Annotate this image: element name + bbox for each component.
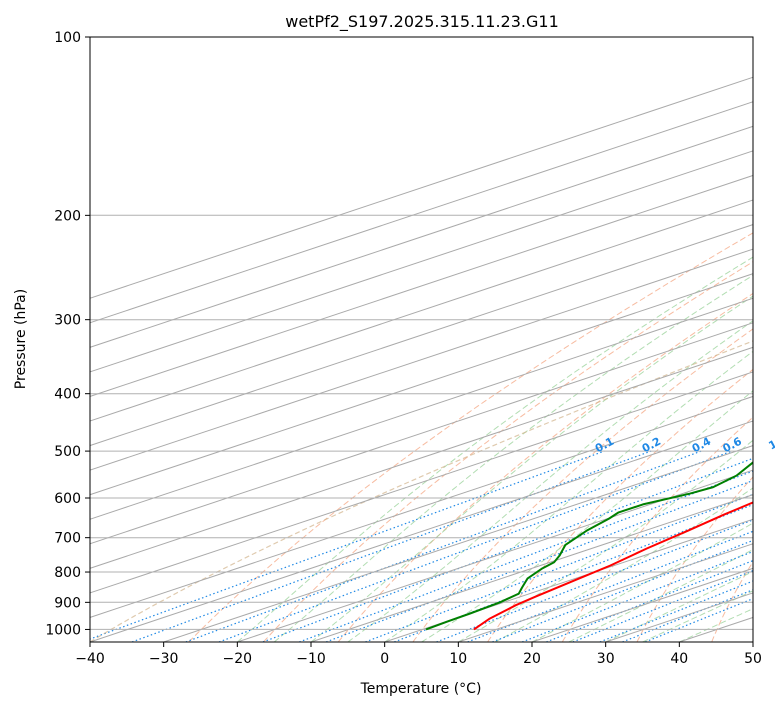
isotherm-line [310,494,753,642]
y-tick-label: 500 [54,444,81,460]
y-tick-label: 300 [54,313,81,329]
isotherm-line [90,371,753,594]
moist-adiabat [421,390,753,642]
lcl-curve [90,340,753,642]
dry-adiabat [337,292,753,642]
x-tick-label: −20 [223,651,253,667]
y-tick-label: 600 [54,491,81,507]
moist-adiabat [236,256,753,642]
mixing-ratio-line [521,550,753,642]
mixing-ratio-label: 1 [766,437,775,452]
isotherm-line [90,199,753,422]
mixing-ratio-line [262,457,753,642]
isotherm-line [237,469,753,642]
isotherm-line [163,445,753,642]
x-tick-label: 20 [523,651,541,667]
x-tick-label: −10 [296,651,326,667]
isotherm-line [90,420,753,642]
moist-adiabat [494,487,753,642]
dry-adiabat [487,368,753,642]
x-tick-label: −40 [75,651,105,667]
mixing-ratio-line [90,450,605,640]
isotherm-line [90,297,753,520]
isotherm-line [90,150,753,373]
y-tick-label: 800 [54,565,81,581]
chart-title: wetPf2_S197.2025.315.11.23.G11 [285,12,559,32]
moist-adiabat [568,549,753,642]
isotherm-line [90,224,753,447]
plot-frame [89,36,754,643]
dry-adiabat [263,261,753,642]
moist-adiabat [347,320,753,642]
moist-adiabat [273,274,753,642]
moist-adiabat [531,522,753,642]
x-axis-label: Temperature (°C) [360,681,482,697]
isotherm-line [384,518,753,642]
mixing-ratio-line [436,519,753,642]
isotherm-line [90,174,753,397]
mixing-ratio-line [298,470,753,642]
isotherm-line [90,395,753,618]
y-tick-label: 200 [54,208,81,224]
dry-adiabat [636,476,753,642]
dry-adiabat [561,416,753,642]
y-tick-label: 900 [54,595,81,611]
y-tick-label: 100 [54,30,81,46]
x-tick-label: 30 [597,651,615,667]
y-tick-label: 700 [54,531,81,547]
mixing-ratio-line [492,539,753,642]
mixing-ratio-line [325,479,753,642]
y-tick-label: 400 [54,387,81,403]
x-tick-label: 50 [744,651,762,667]
dewpoint-profile [425,461,753,631]
x-tick-label: 0 [380,651,389,667]
isotherm-line [90,273,753,496]
isotherm-line [90,248,753,471]
y-tick-label: 1000 [45,622,81,638]
mixing-ratio-line [546,559,753,642]
isotherm-line [90,346,753,569]
isotherm-line [90,101,753,324]
mixing-ratio-line [185,450,702,642]
moist-adiabat [310,295,753,642]
x-tick-label: −30 [149,651,179,667]
isotherm-line [90,76,753,299]
isotherm-line [90,322,753,545]
y-axis-label: Pressure (hPa) [13,289,29,389]
temperature-profile [473,501,753,631]
x-tick-label: 10 [449,651,467,667]
isotherm-line [90,125,753,348]
dry-adiabat [188,232,753,642]
x-tick-label: 40 [670,651,688,667]
